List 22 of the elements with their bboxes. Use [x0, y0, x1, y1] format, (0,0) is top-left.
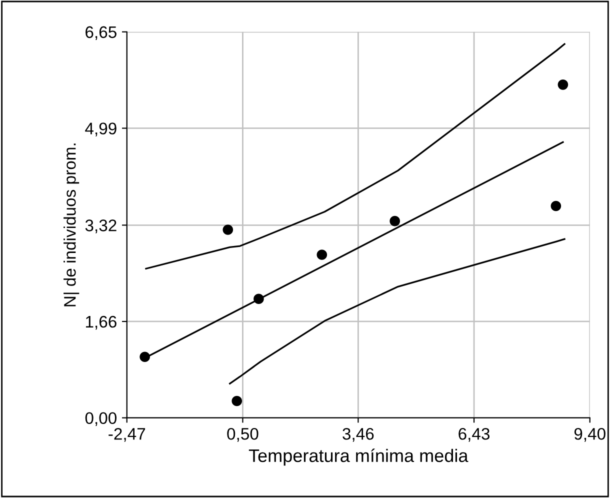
line-series [145, 43, 566, 270]
point [222, 224, 234, 235]
point [316, 250, 328, 260]
y-tick-label: 1,66 [86, 316, 116, 330]
x-tick-label: 0,50 [227, 428, 258, 442]
point [254, 294, 264, 304]
point [558, 80, 568, 90]
y-tick-label: 6,65 [86, 26, 116, 40]
point [550, 200, 562, 212]
x-tick-label: 6,43 [458, 428, 490, 442]
line-series [229, 238, 566, 384]
x-tick-label: 9,40 [574, 428, 606, 442]
point [232, 396, 242, 406]
point [390, 216, 400, 226]
x-axis-title: Temperatura mínima media [248, 448, 468, 466]
x-tick-label: 3,46 [342, 428, 374, 442]
y-tick-label: 0,00 [85, 412, 117, 426]
y-tick-label: 3,32 [85, 220, 116, 234]
y-axis-title: N| de individuos prom. [64, 144, 80, 306]
y-tick-label: 4,99 [85, 122, 116, 136]
point [140, 352, 150, 362]
x-tick-label: -2,47 [108, 428, 146, 442]
